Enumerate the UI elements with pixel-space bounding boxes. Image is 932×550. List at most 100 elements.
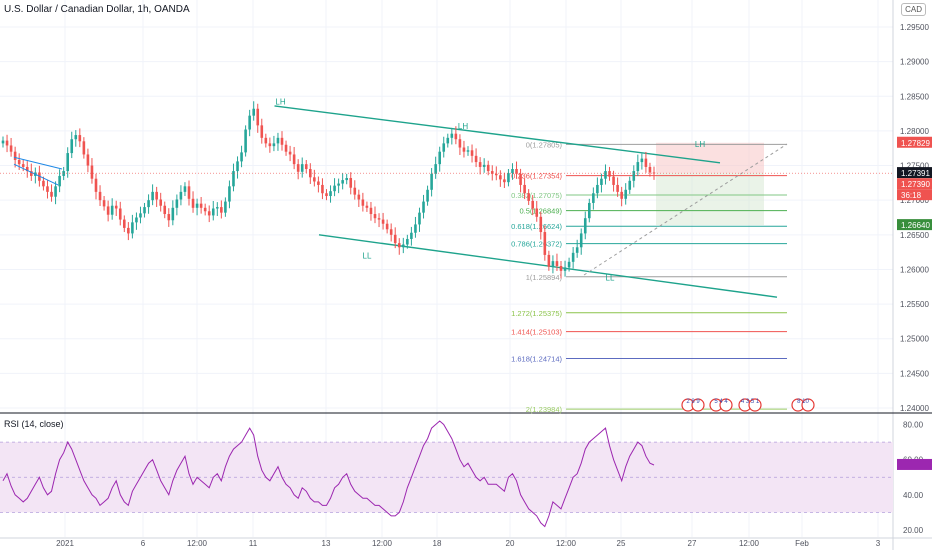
candle-body [325,193,328,197]
candle-body [418,212,421,225]
event-marker-numbers: 8 10 [797,399,809,405]
candle-body [604,171,607,179]
candle-body [280,137,284,145]
candle-body [317,181,320,185]
pivot-label: LH [695,140,705,149]
candle-body [503,179,506,183]
candle-body [163,205,167,215]
candle-body [296,164,300,172]
event-marker-icon [691,398,705,412]
early-trendline [13,156,63,170]
candle-body [110,205,114,215]
candle-body [1,140,5,144]
candle-body [236,161,239,172]
candle-body [195,203,199,208]
price-tick-label: 1.28000 [900,127,929,136]
candle-body [478,162,482,167]
candle-body [426,189,429,202]
fib-level-label: 1.618(1.24714) [511,355,562,364]
candle-body [608,171,611,177]
candle-body [640,158,644,163]
candle-body [159,199,162,206]
candle-body [94,178,98,192]
candle-body [369,207,373,215]
time-tick-label: 2021 [56,539,74,548]
candle-body [583,218,587,234]
rsi-tick-label: 20.00 [903,526,924,535]
price-tick-label: 1.26500 [900,231,929,240]
candle-body [288,151,292,155]
candle-body [430,173,433,190]
price-tag [897,167,932,179]
candle-body [114,205,118,209]
time-tick-label: 25 [617,539,626,548]
candle-body [539,216,543,233]
rsi-last-tag [897,458,932,470]
candle-body [58,175,61,187]
candle-body [50,191,53,197]
candle-body [588,202,591,219]
candle-body [220,207,223,213]
fib-level-label: 1(1.25894) [526,273,563,282]
candle-body [381,219,385,224]
candle-body [531,200,534,209]
dashed-trend-line [583,143,788,276]
candle-body [547,254,551,267]
reward-zone [656,173,764,226]
candle-body [373,214,377,219]
price-tick-label: 1.27500 [900,162,929,171]
candle-body [511,169,514,174]
candle-body [62,171,65,176]
time-tick-label: Feb [795,539,809,548]
candle-body [632,171,636,181]
candle-body [434,164,437,174]
risk-zone [656,142,764,174]
candle-body [123,219,126,228]
candle-body [592,193,595,203]
fib-level-label: 1.414(1.25103) [511,328,562,337]
rsi-title: RSI (14, close) [4,419,64,429]
candle-body [139,213,142,218]
candle-body [353,187,357,195]
candle-body [175,199,179,208]
candle-body [462,147,466,152]
candle-body [183,186,187,192]
candle-body [345,178,348,181]
fib-level-label: 0.5(1.26849) [519,207,562,216]
candle-body [143,207,146,214]
candle-body [167,214,171,221]
candle-body [393,234,397,244]
event-marker-numbers: 2 8 9 [686,399,700,405]
pivot-label: LH [275,98,285,107]
candle-body [70,139,74,154]
candle-body [535,208,539,217]
candle-body [446,137,450,144]
candle-body [232,171,235,187]
candle-body [256,108,260,126]
candle-body [507,173,510,183]
time-tick-label: 20 [506,539,515,548]
candle-body [341,180,344,184]
candle-body [321,184,324,194]
candle-body [30,171,33,176]
rsi-tick-label: 80.00 [903,421,924,430]
candle-body [252,108,255,116]
candle-body [600,178,603,185]
currency-button[interactable]: CAD [901,3,926,16]
candle-body [207,211,211,216]
candle-body [151,191,154,201]
candle-body [361,199,365,206]
candle-body [66,153,69,172]
event-marker-icon [719,398,733,412]
fib-level-label: 0.786(1.26372) [511,240,562,249]
candle-body [313,177,316,182]
candle-body [240,152,243,162]
candle-body [46,186,49,192]
time-tick-label: 6 [141,539,146,548]
fib-level-label: 0.236(1.27354) [511,172,562,181]
candle-body [495,173,498,176]
candle-body [567,261,571,268]
candle-body [523,184,526,194]
time-tick-label: 18 [433,539,442,548]
